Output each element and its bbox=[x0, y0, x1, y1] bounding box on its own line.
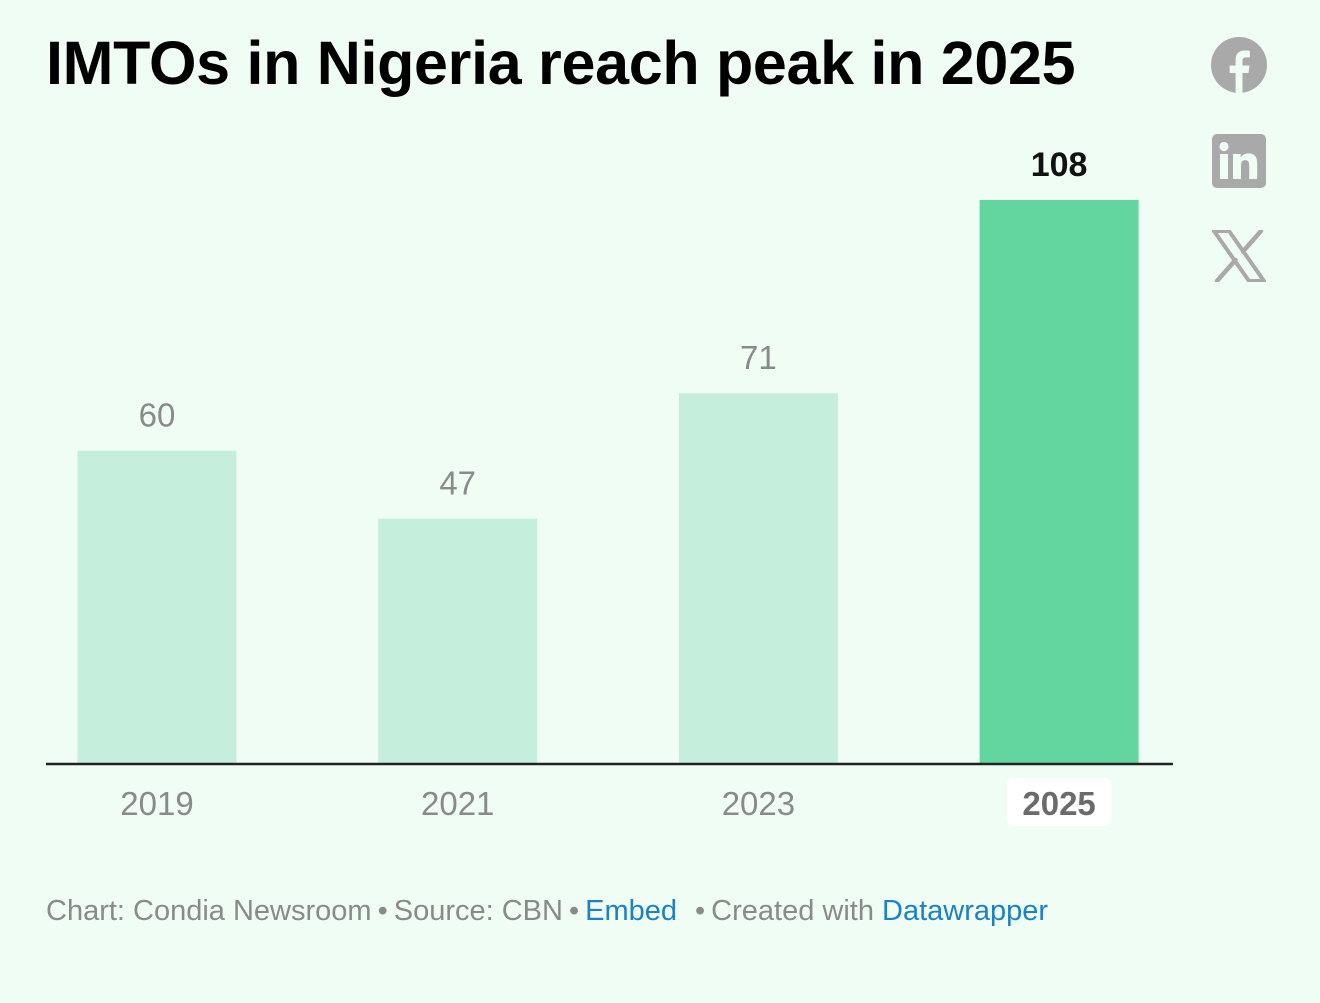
created-with-text: Created with bbox=[711, 895, 874, 927]
value-label-2021: 47 bbox=[439, 465, 476, 502]
chart-source: Source: CBN bbox=[393, 895, 563, 927]
value-label-2025: 108 bbox=[1031, 146, 1088, 184]
bar-2019 bbox=[77, 450, 237, 764]
embed-link[interactable]: Embed bbox=[585, 895, 678, 927]
bar-2021 bbox=[378, 518, 538, 764]
bar-2025 bbox=[979, 200, 1139, 764]
bar-2023 bbox=[678, 393, 838, 764]
facebook-share-button[interactable] bbox=[1211, 37, 1267, 93]
x-share-button[interactable] bbox=[1211, 228, 1267, 284]
separator: • bbox=[568, 895, 580, 927]
separator: • bbox=[377, 895, 388, 927]
tick-highlight-background bbox=[1007, 778, 1112, 826]
x-tick-label-2019: 2019 bbox=[120, 785, 193, 822]
linkedin-share-button[interactable] bbox=[1211, 133, 1267, 189]
value-label-2019: 60 bbox=[139, 397, 176, 434]
x-tick-label-2023: 2023 bbox=[722, 785, 795, 822]
facebook-icon bbox=[1211, 37, 1267, 93]
separator: • bbox=[695, 895, 706, 927]
datawrapper-link[interactable]: Datawrapper bbox=[882, 895, 1049, 927]
chart-credit: Chart: Condia Newsroom bbox=[46, 895, 372, 927]
linkedin-icon bbox=[1212, 134, 1266, 188]
chart-title: IMTOs in Nigeria reach peak in 2025 bbox=[46, 29, 1076, 97]
x-tick-label-2021: 2021 bbox=[421, 785, 494, 822]
x-tick-label-2025: 2025 bbox=[1022, 785, 1095, 822]
x-icon bbox=[1212, 230, 1266, 282]
chart-footer: Chart: Condia Newsroom • Source: CBN • Embed… bbox=[46, 895, 1048, 928]
value-label-2023: 71 bbox=[740, 339, 777, 376]
